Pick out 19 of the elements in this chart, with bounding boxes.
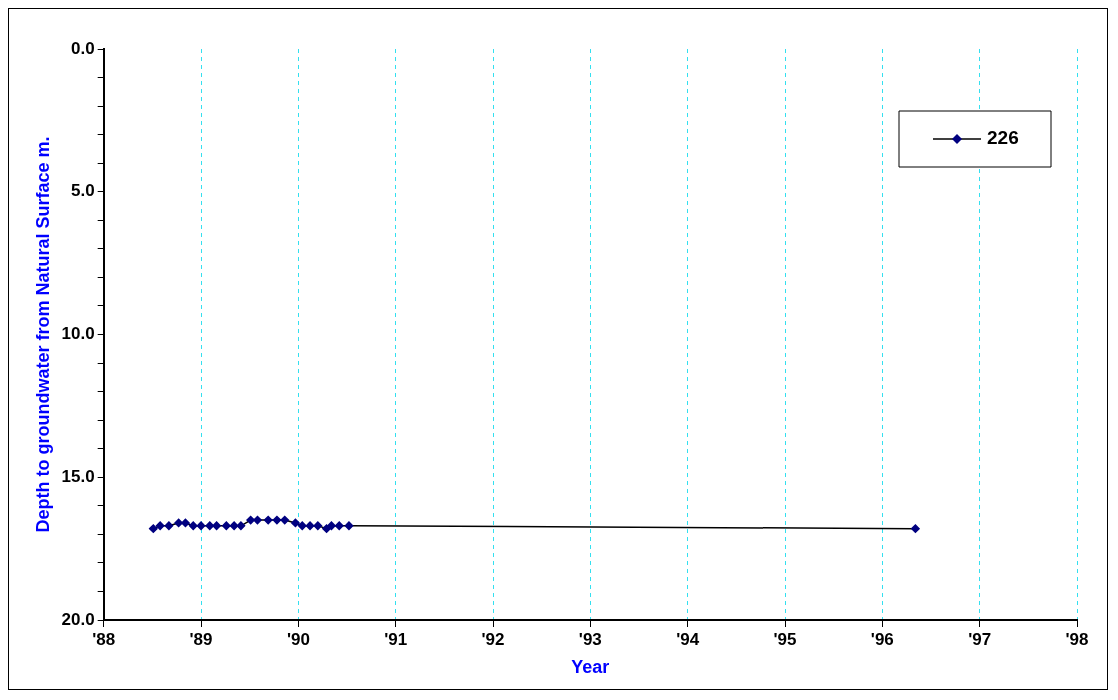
x-tick-label: '88 xyxy=(92,629,116,649)
y-tick-label: 5.0 xyxy=(71,181,95,201)
y-tick-label: 0.0 xyxy=(71,38,95,58)
legend-label: 226 xyxy=(987,127,1019,149)
x-tick-label: '92 xyxy=(481,629,505,649)
x-axis-title: Year xyxy=(571,657,610,678)
y-tick-label: 15.0 xyxy=(61,466,95,486)
x-tick-label: '98 xyxy=(1065,629,1089,649)
x-tick-label: '89 xyxy=(189,629,213,649)
x-tick-label: '96 xyxy=(870,629,894,649)
x-tick-label: '93 xyxy=(578,629,602,649)
y-axis-title: Depth to groundwater from Natural Surface m. xyxy=(32,136,53,533)
x-tick-label: '94 xyxy=(676,629,700,649)
y-tick-label: 10.0 xyxy=(61,324,95,344)
x-tick-label: '97 xyxy=(968,629,992,649)
y-tick-label: 20.0 xyxy=(61,609,95,629)
x-tick-label: '95 xyxy=(773,629,797,649)
x-tick-label: '91 xyxy=(384,629,408,649)
x-tick-label: '90 xyxy=(286,629,310,649)
